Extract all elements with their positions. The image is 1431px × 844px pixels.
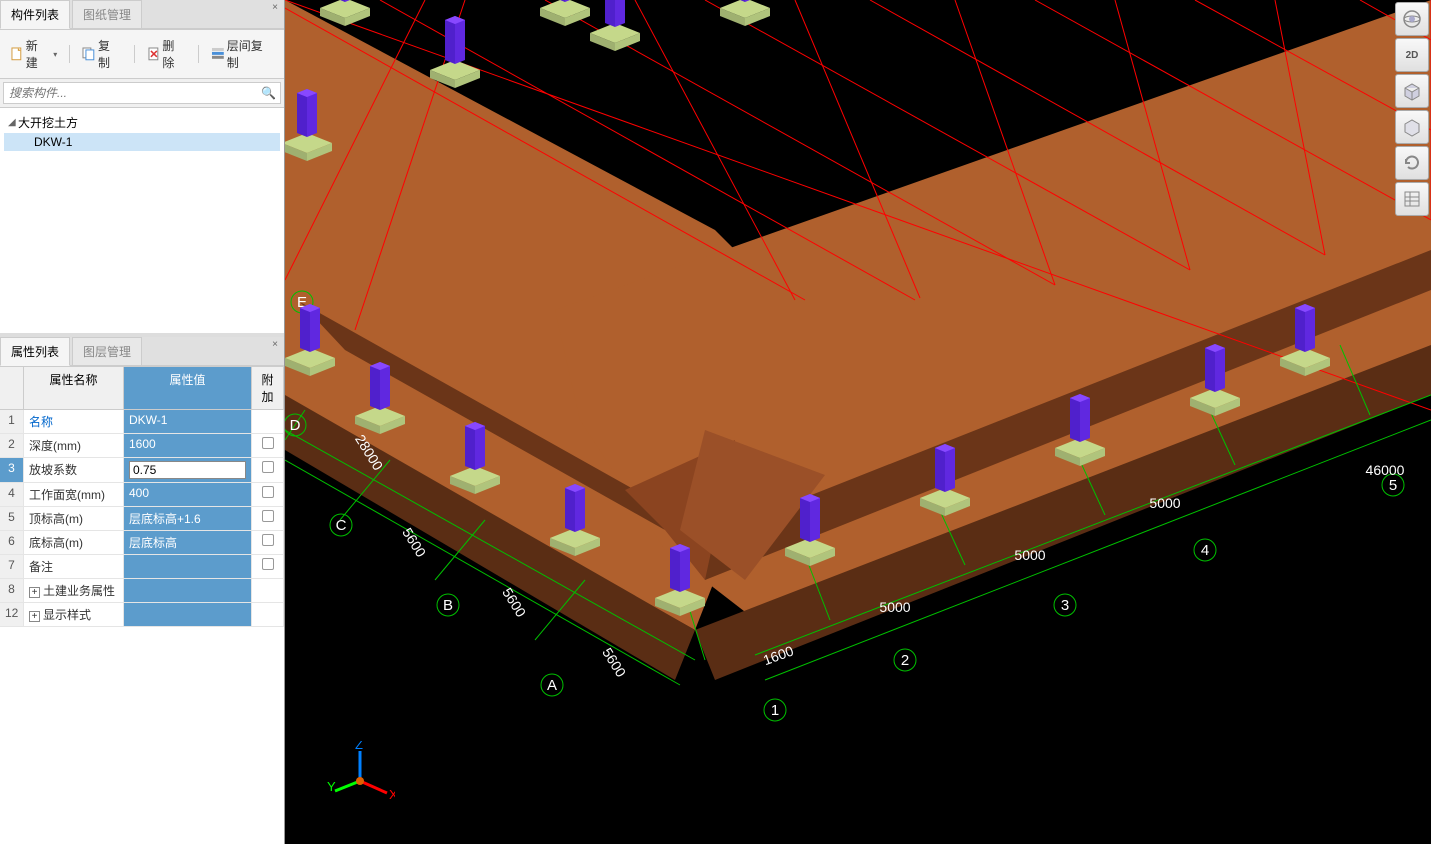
viewport-3d[interactable]: 12345 ABCDE 1600 5000 5000 5000 46000 28… bbox=[285, 0, 1431, 844]
svg-text:C: C bbox=[336, 517, 347, 534]
view-iso2-button[interactable] bbox=[1395, 110, 1429, 144]
new-button[interactable]: 新建 ▾ bbox=[4, 34, 63, 74]
property-row[interactable]: 3放坡系数 bbox=[0, 458, 284, 483]
earthwork-corner bbox=[285, 0, 1431, 680]
tree-root-label: 大开挖土方 bbox=[18, 114, 78, 131]
close-panel2-icon[interactable]: × bbox=[268, 339, 282, 353]
new-icon bbox=[10, 47, 24, 61]
tab-component-list[interactable]: 构件列表 bbox=[0, 0, 70, 29]
delete-button[interactable]: 删除 bbox=[141, 34, 192, 74]
delete-label: 删除 bbox=[162, 37, 186, 71]
property-row[interactable]: 8+土建业务属性 bbox=[0, 579, 284, 603]
property-row[interactable]: 7备注 bbox=[0, 555, 284, 579]
property-row[interactable]: 12+显示样式 bbox=[0, 603, 284, 627]
svg-text:X: X bbox=[389, 787, 395, 802]
refresh-button[interactable] bbox=[1395, 146, 1429, 180]
settings-button[interactable] bbox=[1395, 182, 1429, 216]
close-panel1-icon[interactable]: × bbox=[268, 2, 282, 16]
search-input[interactable] bbox=[3, 82, 281, 104]
svg-text:5: 5 bbox=[1389, 477, 1397, 494]
property-checkbox[interactable] bbox=[262, 510, 274, 522]
tree-item-dkw1[interactable]: DKW-1 bbox=[4, 133, 280, 151]
property-row[interactable]: 1名称DKW-1 bbox=[0, 410, 284, 434]
svg-text:B: B bbox=[443, 597, 453, 614]
property-checkbox[interactable] bbox=[262, 437, 274, 449]
property-row[interactable]: 6底标高(m)层底标高 bbox=[0, 531, 284, 555]
svg-text:Z: Z bbox=[355, 741, 363, 752]
delete-icon bbox=[147, 47, 161, 61]
svg-text:5000: 5000 bbox=[1149, 495, 1180, 511]
tab-property-list[interactable]: 属性列表 bbox=[0, 337, 70, 366]
new-label: 新建 bbox=[26, 37, 50, 71]
header-extra: 附加 bbox=[252, 367, 284, 409]
tab-drawing-mgmt[interactable]: 图纸管理 bbox=[72, 0, 142, 28]
svg-text:5000: 5000 bbox=[1014, 547, 1045, 563]
dropdown-icon: ▾ bbox=[53, 50, 57, 59]
copy-label: 复制 bbox=[98, 37, 122, 71]
svg-text:5000: 5000 bbox=[879, 599, 910, 615]
svg-text:Y: Y bbox=[327, 779, 336, 794]
axis-gizmo: X Y Z bbox=[325, 741, 395, 814]
copy-button[interactable]: 复制 bbox=[76, 34, 127, 74]
property-input[interactable] bbox=[129, 461, 246, 479]
tab-layer-mgmt[interactable]: 图层管理 bbox=[72, 337, 142, 365]
header-num bbox=[0, 367, 24, 409]
property-row[interactable]: 2深度(mm)1600 bbox=[0, 434, 284, 458]
property-checkbox[interactable] bbox=[262, 534, 274, 546]
view-2d-button[interactable]: 2D bbox=[1395, 38, 1429, 72]
tree-root[interactable]: ◢ 大开挖土方 bbox=[4, 112, 280, 133]
header-name: 属性名称 bbox=[24, 367, 124, 409]
copy-icon bbox=[82, 47, 96, 61]
property-table: 属性名称 属性值 附加 1名称DKW-12深度(mm)16003放坡系数4工作面… bbox=[0, 367, 284, 627]
header-value: 属性值 bbox=[124, 367, 252, 409]
view-iso1-button[interactable] bbox=[1395, 74, 1429, 108]
svg-text:4: 4 bbox=[1201, 542, 1209, 559]
tree-collapse-icon[interactable]: ◢ bbox=[8, 117, 18, 128]
search-icon[interactable]: 🔍 bbox=[261, 86, 276, 100]
view-orbit-button[interactable] bbox=[1395, 2, 1429, 36]
layer-copy-button[interactable]: 层间复制 bbox=[205, 34, 280, 74]
layer-copy-label: 层间复制 bbox=[227, 37, 274, 71]
svg-text:2: 2 bbox=[901, 652, 909, 669]
tree-child-label: DKW-1 bbox=[34, 135, 72, 149]
property-checkbox[interactable] bbox=[262, 461, 274, 473]
property-checkbox[interactable] bbox=[262, 558, 274, 570]
svg-text:3: 3 bbox=[1061, 597, 1069, 614]
svg-text:D: D bbox=[290, 417, 301, 434]
svg-text:1: 1 bbox=[771, 702, 779, 719]
layer-copy-icon bbox=[211, 47, 225, 61]
property-row[interactable]: 5顶标高(m)层底标高+1.6 bbox=[0, 507, 284, 531]
svg-text:A: A bbox=[547, 677, 557, 694]
component-tree[interactable]: ◢ 大开挖土方 DKW-1 bbox=[0, 108, 284, 333]
svg-text:46000: 46000 bbox=[1366, 462, 1405, 478]
property-row[interactable]: 4工作面宽(mm)400 bbox=[0, 483, 284, 507]
property-checkbox[interactable] bbox=[262, 486, 274, 498]
